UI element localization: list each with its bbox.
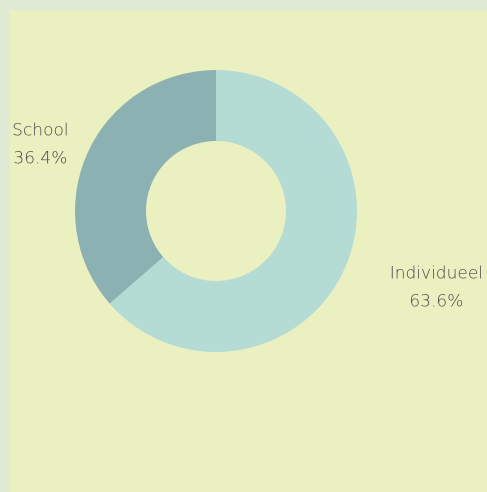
slice-value-label: 63.6% (409, 292, 463, 312)
donut-slice (75, 70, 216, 304)
slice-label: School (12, 121, 68, 141)
donut-slice (109, 70, 357, 352)
slice-value-label: 36.4% (13, 149, 67, 169)
slice-label: Individueel (390, 264, 483, 284)
